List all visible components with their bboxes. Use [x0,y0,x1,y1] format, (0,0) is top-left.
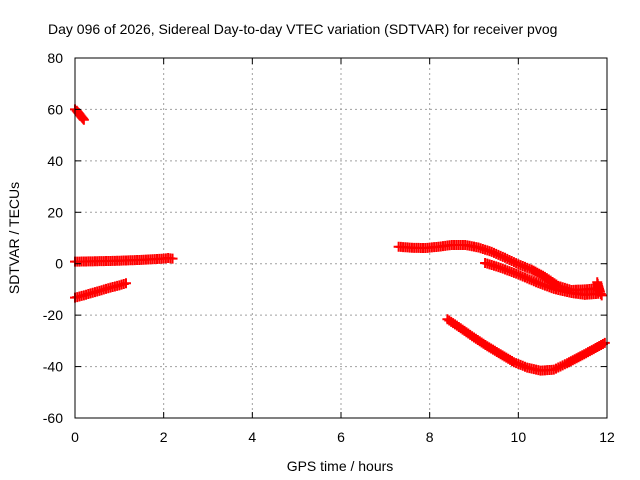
data-point [551,363,562,374]
x-tick-label: 8 [426,429,434,445]
data-point [555,361,566,372]
data-point [548,364,559,375]
data-point [599,337,610,348]
y-tick-label: 0 [55,256,63,272]
series-arc-6 [592,277,607,301]
y-tick-label: 20 [47,204,63,220]
data-point [78,114,89,125]
series-arc-1 [70,104,89,125]
axis-ticks: 0 2 4 6 8 10 12 -60 -40 -20 0 20 40 60 80 [43,50,615,445]
series-arc-4 [393,239,604,295]
y-tick-label: 40 [47,153,63,169]
x-tick-label: 4 [248,429,256,445]
data-point [500,252,511,263]
y-tick-label: -60 [43,410,63,426]
data-point [120,278,131,289]
data-point [511,258,522,269]
y-axis-label: SDTVAR / TECUs [6,182,22,294]
x-tick-label: 10 [511,429,527,445]
x-tick-label: 0 [71,429,79,445]
series-arc-7 [442,314,610,376]
series-arc-2 [70,253,178,267]
y-tick-label: -20 [43,307,63,323]
data-point [508,257,519,268]
y-tick-label: 60 [47,101,63,117]
series-arc-5 [480,257,604,300]
x-tick-label: 2 [160,429,168,445]
data-point [557,360,568,371]
data-point [504,254,515,265]
series-arc-3 [70,278,131,303]
x-tick-label: 12 [599,429,615,445]
x-axis-label: GPS time / hours [287,458,394,474]
chart-title: Day 096 of 2026, Sidereal Day-to-day VTE… [48,21,557,37]
y-tick-label: 80 [47,50,63,66]
data-point [506,256,517,267]
data-point [553,362,564,373]
y-tick-label: -40 [43,359,63,375]
data-point [502,253,513,264]
data-point [596,290,607,301]
data-point [597,338,608,349]
data-point [167,253,178,264]
grid-lines [75,58,607,418]
data-series [70,104,610,376]
x-tick-label: 6 [337,429,345,445]
